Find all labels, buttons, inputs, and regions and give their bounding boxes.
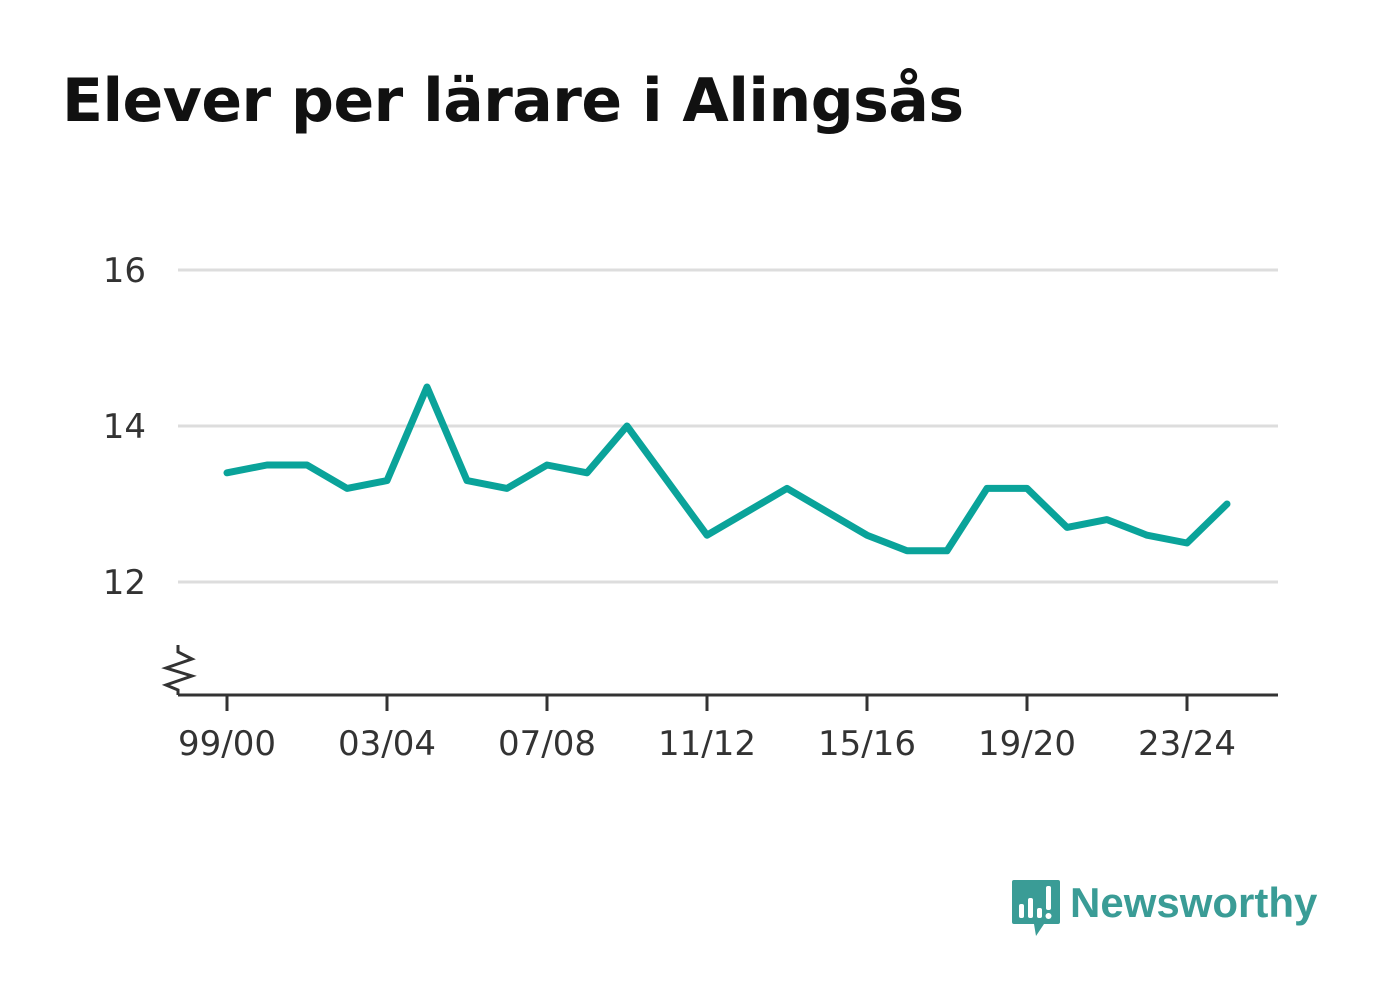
x-tick-label: 11/12 xyxy=(658,724,756,764)
series-lines xyxy=(223,383,1231,555)
y-tick-label: 16 xyxy=(103,251,146,291)
brand-name: Newsworthy xyxy=(1070,879,1318,926)
newsworthy-logo-icon xyxy=(1012,880,1060,936)
y-tick-label: 14 xyxy=(103,407,146,447)
x-tick-label: 99/00 xyxy=(178,724,276,764)
x-tick-label: 03/04 xyxy=(338,724,436,764)
x-tick-label: 23/24 xyxy=(1138,724,1236,764)
y-axis-break xyxy=(161,645,197,695)
axes: 12 14 16 99/00 03/04 07/08 11/12 15/16 19/20 23/2… xyxy=(103,251,1278,764)
y-tick-label: 12 xyxy=(103,563,146,603)
x-tick-label: 07/08 xyxy=(498,724,596,764)
page-title: Elever per lärare i Alingsås xyxy=(62,66,964,136)
series-line-0 xyxy=(223,383,1231,555)
x-tick-label: 19/20 xyxy=(978,724,1076,764)
x-tick-label: 15/16 xyxy=(818,724,916,764)
gridlines xyxy=(178,268,1278,584)
brand-logo: Newsworthy xyxy=(1010,878,1317,940)
